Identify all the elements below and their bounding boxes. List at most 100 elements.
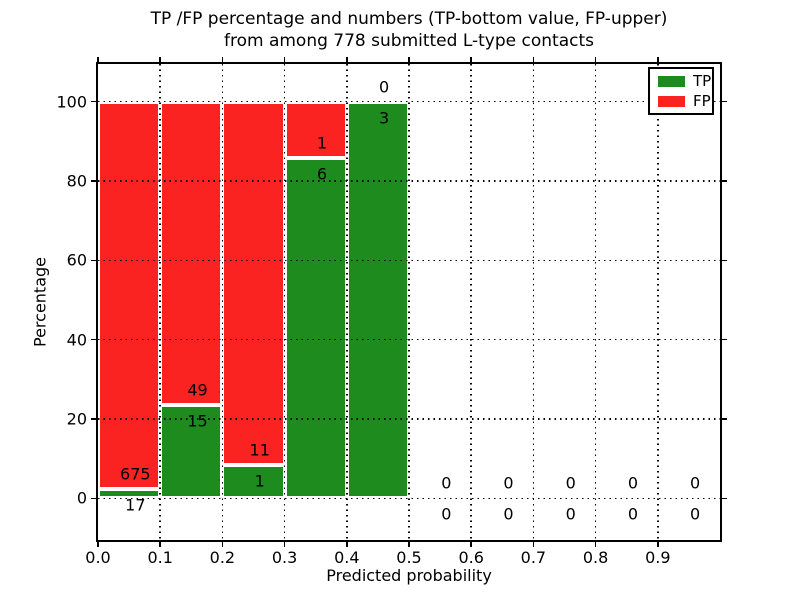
y-tick (91, 338, 96, 341)
tp-count-label: 0 (690, 504, 701, 524)
tp-count-label: 0 (565, 504, 576, 524)
tp-bar-segment (222, 465, 285, 499)
y-tick-right (722, 418, 727, 420)
y-tick (91, 100, 96, 103)
fp-count-label: 0 (379, 77, 390, 97)
tp-count-label: 0 (627, 504, 638, 524)
fp-bar-segment (222, 101, 285, 466)
legend-entry-tp: TP (658, 74, 711, 89)
tp-bar-segment (346, 101, 409, 499)
y-tick-right (722, 497, 727, 500)
x-gridline (283, 64, 286, 540)
fp-count-label: 0 (627, 473, 638, 493)
tp-count-label: 3 (379, 108, 390, 128)
fp-count-label: 0 (503, 473, 514, 493)
x-tick-label: 0.2 (209, 548, 236, 567)
x-tick (594, 542, 597, 547)
x-tick-label: 0.3 (271, 548, 298, 567)
x-tick-top (594, 57, 597, 62)
x-tick-label: 0.4 (334, 548, 360, 567)
x-tick-top (283, 57, 286, 62)
fp-bar-segment (98, 101, 161, 489)
fp-count-label: 11 (249, 440, 270, 460)
x-tick-label: 0.6 (458, 548, 484, 567)
x-tick-top (221, 57, 224, 62)
x-tick-label: 0.7 (520, 548, 547, 567)
x-tick-label: 0.9 (645, 548, 671, 567)
y-axis-label: Percentage (30, 257, 50, 348)
legend-swatch-fp (658, 95, 685, 107)
x-tick-top (97, 57, 99, 62)
x-tick-top (657, 57, 659, 62)
x-tick (408, 542, 410, 547)
x-tick (346, 542, 348, 547)
x-tick-label: 0.8 (582, 548, 609, 567)
legend-label: FP (693, 92, 711, 110)
x-tick (532, 542, 535, 547)
fp-count-label: 0 (690, 473, 701, 493)
x-gridline (346, 64, 348, 540)
tp-count-label: 6 (316, 164, 327, 184)
x-tick-top (159, 57, 161, 62)
x-tick-label: 0.0 (85, 548, 111, 567)
tp-count-label: 15 (187, 411, 208, 431)
tp-count-label: 0 (503, 504, 514, 524)
x-tick-top (346, 57, 348, 62)
y-tick-label: 80 (66, 171, 87, 191)
fp-bar-segment (284, 101, 347, 159)
y-tick-label: 0 (76, 488, 87, 508)
x-tick-top (408, 57, 410, 62)
x-tick-label: 0.5 (396, 548, 422, 567)
legend: TP FP (648, 67, 714, 115)
x-tick-top (470, 57, 472, 62)
y-tick-right (722, 100, 727, 103)
tp-bar-segment (98, 488, 161, 499)
tp-count-label: 0 (441, 504, 452, 524)
x-tick-top (532, 57, 535, 62)
legend-label: TP (693, 72, 712, 90)
x-gridline (532, 64, 535, 540)
plot-area: 675 17 49 15 11 1 1 6 0 3 0 0 0 0 0 0 0 0 0 0 0.0 0.1 0.2 0.3 0.… (56, 57, 727, 567)
y-tick (91, 259, 96, 262)
y-tick (91, 497, 96, 500)
y-tick-right (722, 180, 727, 182)
x-tick (470, 542, 472, 547)
x-gridline (221, 64, 224, 540)
legend-entry-fp: FP (658, 94, 711, 109)
x-tick (283, 542, 286, 547)
x-tick (221, 542, 224, 547)
x-tick (657, 542, 659, 547)
y-tick-right (722, 338, 727, 341)
y-tick-label: 40 (66, 330, 87, 350)
x-gridline (408, 64, 410, 540)
y-tick-label: 100 (56, 92, 87, 112)
tp-bar-segment (284, 158, 347, 499)
fp-count-label: 675 (120, 464, 151, 484)
fp-count-label: 0 (441, 473, 452, 493)
tp-count-label: 17 (125, 495, 146, 515)
fp-count-label: 49 (187, 380, 208, 400)
fp-bar-segment (160, 101, 223, 406)
chart-title-line1: TP /FP percentage and numbers (TP-bottom… (150, 9, 668, 29)
chart-title-line2: from among 778 submitted L-type contacts (223, 31, 594, 51)
x-axis-label: Predicted probability (326, 566, 492, 585)
x-tick (97, 542, 99, 547)
x-gridline (594, 64, 597, 540)
y-tick (91, 180, 96, 182)
x-gridline (159, 64, 161, 540)
x-gridline (470, 64, 472, 540)
y-tick (91, 418, 96, 420)
chart-title: TP /FP percentage and numbers (TP-bottom… (96, 8, 722, 52)
y-tick-label: 60 (66, 250, 87, 270)
x-gridline (657, 64, 659, 540)
x-tick-label: 0.1 (147, 548, 173, 567)
fp-count-label: 1 (316, 133, 327, 153)
tp-bar-segment (160, 405, 223, 499)
tp-count-label: 1 (254, 471, 265, 491)
y-tick-label: 20 (66, 409, 87, 429)
fp-count-label: 0 (565, 473, 576, 493)
x-tick (159, 542, 161, 547)
y-tick-right (722, 259, 727, 262)
legend-swatch-tp (658, 75, 685, 87)
